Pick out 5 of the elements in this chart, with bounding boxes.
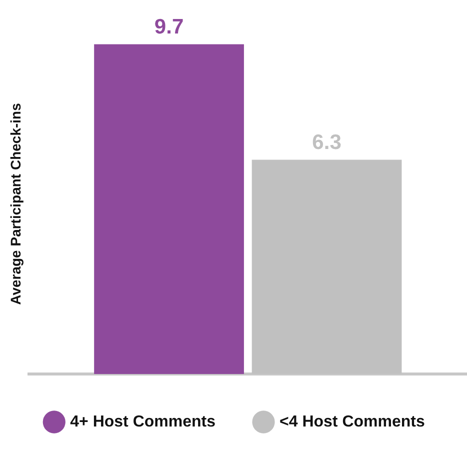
y-axis-title: Average Participant Check-ins (7, 102, 24, 305)
data-label: 9.7 (154, 15, 184, 38)
legend-label: <4 Host Comments (280, 413, 425, 430)
data-label: 6.3 (312, 131, 342, 154)
legend-label: 4+ Host Comments (70, 413, 216, 430)
